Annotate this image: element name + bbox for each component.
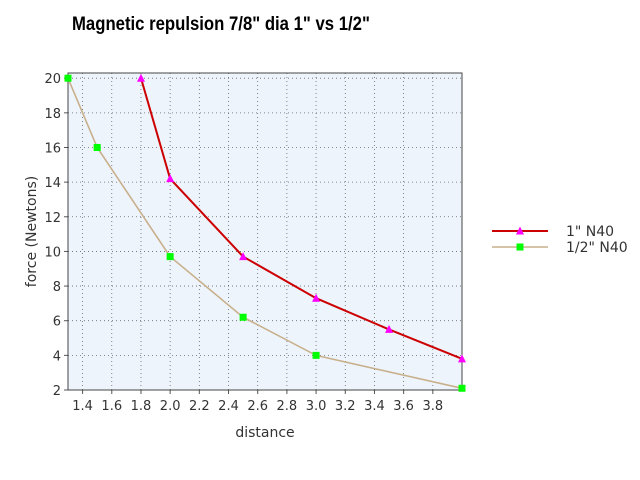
- legend-marker-2: [516, 243, 524, 251]
- y-tick-label: 6: [53, 315, 61, 330]
- legend-label-2: 1/2" N40: [566, 240, 628, 256]
- legend-label-1: 1" N40: [566, 224, 614, 240]
- y-tick-label: 4: [53, 349, 61, 364]
- series-2-point: [458, 384, 466, 392]
- x-axis-label: distance: [235, 425, 294, 441]
- x-tick-label: 2.0: [160, 399, 181, 414]
- series-2-point: [312, 351, 320, 359]
- series-1-point: [136, 73, 145, 82]
- x-tick-label: 1.4: [72, 399, 93, 414]
- x-tick-label: 1.6: [101, 399, 122, 414]
- x-tick-label: 3.4: [364, 399, 385, 414]
- x-tick-label: 3.2: [335, 399, 356, 414]
- y-tick-label: 16: [44, 141, 61, 156]
- series-line-2: [67, 77, 463, 390]
- series-1-point: [458, 354, 466, 363]
- chart-title: Magnetic repulsion 7/8" dia 1" vs 1/2": [72, 14, 370, 35]
- plot-border: [67, 72, 463, 391]
- y-tick-label: 14: [44, 176, 61, 191]
- series-1-point: [385, 324, 394, 333]
- series-2-point: [239, 313, 247, 321]
- x-tick-label: 2.2: [189, 399, 210, 414]
- x-tick-label: 2.6: [247, 399, 268, 414]
- series-1-point: [166, 174, 175, 183]
- x-tick-label: 3.0: [306, 399, 327, 414]
- series-2-point: [64, 74, 72, 82]
- plot-area: [68, 73, 462, 390]
- x-tick-label: 1.8: [131, 399, 152, 414]
- y-tick-label: 20: [44, 72, 61, 87]
- series-2-point: [166, 253, 174, 261]
- x-tick-label: 3.8: [422, 399, 443, 414]
- series-1-point: [239, 252, 248, 261]
- legend-marker-1: [516, 226, 524, 235]
- x-tick-label: 3.6: [393, 399, 414, 414]
- y-tick-label: 12: [44, 211, 61, 226]
- y-axis-label: force (Newtons): [24, 176, 40, 287]
- series-2-point: [93, 143, 101, 151]
- y-tick-label: 10: [44, 245, 61, 260]
- y-tick-label: 8: [53, 280, 61, 295]
- series-1-point: [312, 293, 321, 302]
- x-tick-label: 2.8: [277, 399, 298, 414]
- x-tick-label: 2.4: [218, 399, 239, 414]
- y-tick-label: 18: [44, 107, 61, 122]
- y-tick-label: 2: [53, 384, 61, 399]
- series-line-1: [140, 77, 463, 360]
